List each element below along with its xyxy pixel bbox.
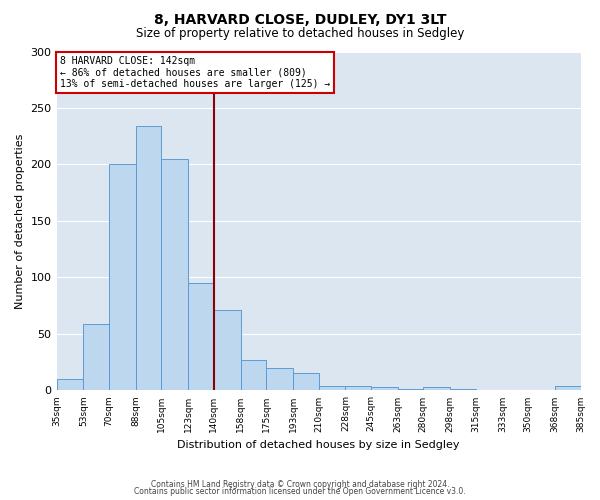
Bar	[424, 387, 450, 390]
Bar	[109, 164, 136, 390]
Bar	[161, 159, 188, 390]
Bar	[56, 379, 83, 390]
Bar	[293, 374, 319, 390]
Text: Contains public sector information licensed under the Open Government Licence v3: Contains public sector information licen…	[134, 487, 466, 496]
Bar	[371, 387, 398, 390]
Text: Size of property relative to detached houses in Sedgley: Size of property relative to detached ho…	[136, 28, 464, 40]
Bar	[319, 386, 346, 390]
Bar	[241, 360, 266, 390]
Bar	[83, 324, 109, 390]
Bar	[214, 310, 241, 390]
Bar	[346, 386, 371, 390]
Bar	[188, 283, 214, 391]
Bar	[266, 368, 293, 390]
Text: Contains HM Land Registry data © Crown copyright and database right 2024.: Contains HM Land Registry data © Crown c…	[151, 480, 449, 489]
Text: 8 HARVARD CLOSE: 142sqm
← 86% of detached houses are smaller (809)
13% of semi-d: 8 HARVARD CLOSE: 142sqm ← 86% of detache…	[59, 56, 330, 89]
Text: 8, HARVARD CLOSE, DUDLEY, DY1 3LT: 8, HARVARD CLOSE, DUDLEY, DY1 3LT	[154, 12, 446, 26]
Y-axis label: Number of detached properties: Number of detached properties	[15, 134, 25, 308]
X-axis label: Distribution of detached houses by size in Sedgley: Distribution of detached houses by size …	[177, 440, 460, 450]
Bar	[136, 126, 161, 390]
Bar	[555, 386, 581, 390]
